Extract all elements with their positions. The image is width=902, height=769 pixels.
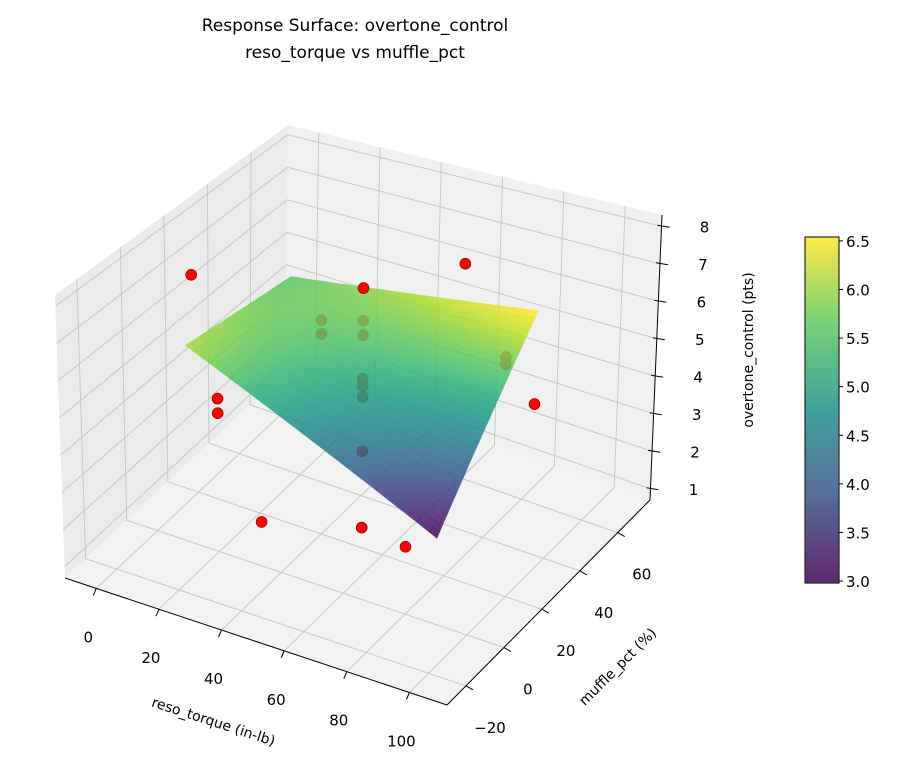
x-tick-label: 40 <box>204 670 223 688</box>
z-tick-label: 8 <box>700 218 710 236</box>
colorbar-tick-label: 4.5 <box>846 427 870 445</box>
colorbar-ticks: 3.0 3.5 4.0 4.5 5.0 5.5 6.0 6.5 <box>839 233 870 591</box>
x-gridline <box>283 176 504 652</box>
data-point <box>528 398 541 410</box>
y-gridline <box>249 151 618 534</box>
colorbar <box>804 236 840 584</box>
z-axis-label: overtone_control (pts) <box>741 272 757 427</box>
z-tick-mark <box>647 449 661 453</box>
y-tick-label: 0 <box>523 681 533 699</box>
x-gridline <box>346 191 565 673</box>
colorbar-tick-label: 4.0 <box>846 476 870 494</box>
data-point <box>211 392 224 405</box>
z-tick-mark <box>649 412 662 416</box>
colorbar-tick-label: 5.0 <box>846 379 870 397</box>
x-axis-line <box>64 577 448 706</box>
axis-panes <box>55 125 662 705</box>
left-pane <box>55 125 288 578</box>
colorbar-tick-label: 5.5 <box>846 330 870 348</box>
x-tick-mark <box>343 671 348 679</box>
response-surface <box>184 276 539 539</box>
data-point <box>255 516 268 528</box>
x-tick-label: 0 <box>84 628 94 646</box>
x-tick-label: 100 <box>387 733 416 751</box>
tick-labels: 0 20 40 60 80 100 −20 0 20 40 60 1 2 3 4 5 6 7 8 <box>84 218 710 750</box>
colorbar-tick-label: 3.0 <box>846 573 870 591</box>
y-gridline <box>76 279 467 687</box>
z-tick-label: 7 <box>698 256 708 274</box>
y-tick-mark <box>617 532 625 538</box>
x-tick-mark <box>218 629 223 638</box>
data-point <box>355 521 368 534</box>
data-point <box>459 257 472 270</box>
y-tick-label: 40 <box>594 604 613 622</box>
z-tick-mark <box>657 224 670 228</box>
y-tick-mark <box>579 570 588 576</box>
x-tick-mark <box>92 588 97 596</box>
surface-facet <box>429 525 441 539</box>
y-tick-mark <box>503 647 512 652</box>
colorbar-tick-label: 6.5 <box>846 233 870 251</box>
y-gridline <box>119 247 505 648</box>
colorbar-tick-label: 6.0 <box>846 281 870 299</box>
data-point <box>211 407 224 420</box>
z-tick-mark <box>655 262 669 266</box>
x-gridline <box>409 206 626 693</box>
z-tick-mark <box>651 374 664 378</box>
x-tick-mark <box>405 692 410 700</box>
x-tick-label: 20 <box>141 649 160 667</box>
z-tick-label: 5 <box>695 331 705 349</box>
z-tick-label: 2 <box>690 443 700 461</box>
floor-pane <box>65 372 650 705</box>
z-tick-label: 1 <box>689 481 699 499</box>
x-tick-label: 80 <box>329 712 348 730</box>
z-tick-label: 3 <box>692 406 702 424</box>
z-tick-mark <box>652 337 665 341</box>
points-front <box>185 257 541 553</box>
z-tick-mark <box>654 299 667 303</box>
y-gridline <box>163 215 543 610</box>
z-gridline <box>56 166 661 344</box>
axis-lines <box>64 214 670 706</box>
y-tick-mark <box>465 685 474 691</box>
z-gridline <box>58 231 657 419</box>
y-tick-label: 20 <box>556 642 575 660</box>
y-gridline <box>206 183 580 572</box>
data-point <box>399 540 412 553</box>
z-gridline <box>55 134 662 307</box>
x-tick-mark <box>155 609 160 617</box>
z-tick-label: 4 <box>693 368 703 386</box>
x-axis-label: reso_torque (in-lb) <box>150 695 277 750</box>
z-gridline <box>60 264 656 456</box>
colorbar-tick-label: 3.5 <box>846 524 870 542</box>
chart-subtitle: reso_torque vs muffle_pct <box>245 43 465 63</box>
y-tick-label: −20 <box>474 719 506 737</box>
y-tick-mark <box>541 608 550 614</box>
data-point <box>185 268 197 281</box>
z-axis-line <box>649 214 663 501</box>
y-axis-label: muffle_pct (%) <box>576 625 660 709</box>
z-gridline <box>57 199 659 381</box>
data-point <box>357 282 370 294</box>
y-tick-label: 60 <box>632 566 651 584</box>
x-tick-label: 60 <box>267 691 286 709</box>
chart-title: Response Surface: overtone_control <box>202 16 509 36</box>
x-tick-mark <box>280 650 285 659</box>
y-axis-line <box>446 499 651 706</box>
z-tick-mark <box>646 487 659 491</box>
z-tick-label: 6 <box>697 293 707 311</box>
